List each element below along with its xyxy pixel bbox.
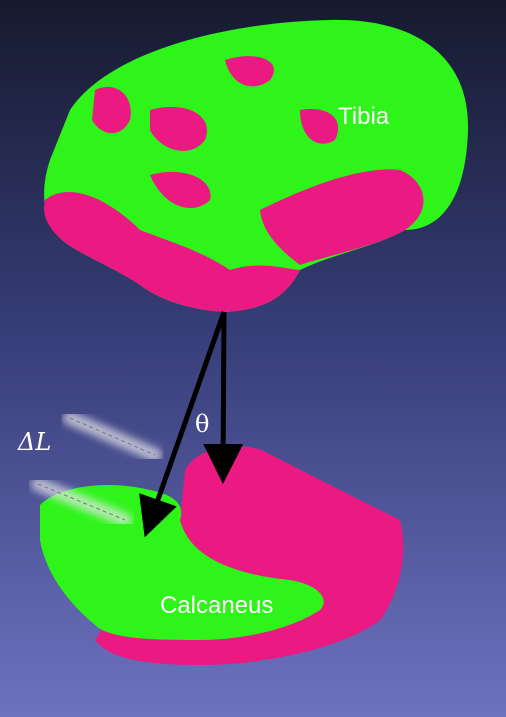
calcaneus-label: Calcaneus	[160, 592, 273, 619]
tibia-label: Tibia	[338, 103, 390, 130]
page: Tibia θ ΔL Calcaneus (() => { const data…	[0, 0, 506, 717]
delta-label: ΔL	[17, 428, 51, 456]
arrow	[223, 312, 224, 474]
angle-label: θ	[195, 410, 209, 438]
figure: Tibia θ ΔL Calcaneus	[0, 0, 506, 717]
